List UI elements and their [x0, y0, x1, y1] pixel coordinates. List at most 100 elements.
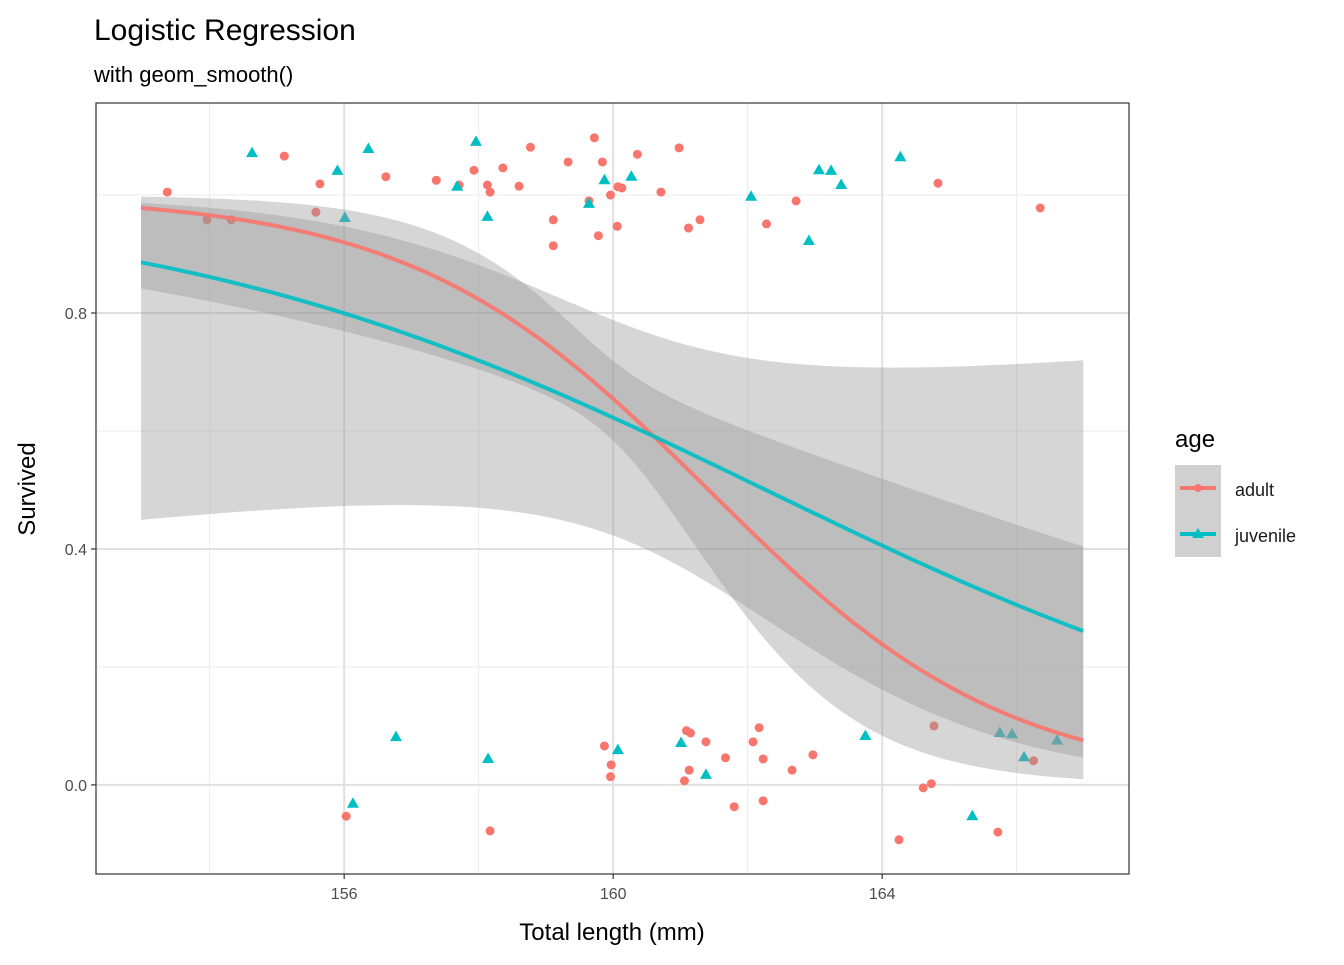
data-point-adult [758, 796, 768, 806]
data-point-juvenile [469, 135, 482, 146]
data-point-adult [683, 223, 693, 233]
data-point-adult [593, 231, 603, 241]
data-point-juvenile [966, 809, 979, 821]
data-point-adult [597, 157, 607, 167]
data-point-adult [656, 187, 666, 197]
data-point-juvenile [745, 190, 758, 201]
confidence-ribbon-adult [141, 196, 1084, 780]
data-point-adult [918, 783, 928, 793]
data-point-adult [808, 750, 818, 760]
data-point-adult [612, 221, 622, 231]
fit-line-adult [140, 205, 1084, 743]
data-point-juvenile [802, 234, 815, 246]
data-point-juvenile [481, 210, 494, 221]
x-axis-title: Total length (mm) [519, 919, 704, 946]
data-point-adult [754, 723, 764, 733]
data-point-adult [791, 196, 801, 206]
legend-label-juvenile: juvenile [1234, 526, 1296, 546]
data-point-adult [469, 165, 479, 175]
data-point-adult [929, 721, 939, 731]
data-point-juvenile [1018, 750, 1031, 762]
fit-line-juvenile [140, 260, 1084, 633]
legend: age adult juvenile [1175, 426, 1296, 557]
data-point-juvenile [699, 768, 712, 779]
data-point-juvenile [362, 142, 375, 154]
data-point-adult [617, 183, 627, 193]
data-point-adult [485, 826, 495, 836]
data-point-juvenile [812, 163, 825, 175]
data-point-adult [605, 772, 615, 782]
y-axis-title: Survived [14, 442, 41, 535]
data-point-juvenile [338, 211, 351, 223]
data-point-adult [605, 190, 615, 200]
legend-label-adult: adult [1235, 480, 1274, 500]
chart-subtitle: with geom_smooth() [93, 62, 293, 87]
data-point-juvenile [346, 797, 359, 808]
data-point-adult [514, 181, 524, 191]
x-tick-label: 160 [600, 886, 627, 903]
data-point-adult [729, 802, 739, 812]
data-point-adult [599, 741, 609, 751]
data-point-adult [686, 728, 696, 738]
data-point-adult [926, 779, 936, 789]
data-point-adult [431, 175, 441, 185]
data-point-adult [548, 241, 558, 251]
data-point-adult [315, 179, 325, 189]
data-point-adult [548, 215, 558, 225]
data-point-adult [162, 187, 172, 197]
data-point-adult [679, 776, 689, 786]
data-point-juvenile [1051, 734, 1064, 745]
data-point-adult [311, 207, 321, 217]
legend-key-juvenile-marker [1192, 528, 1204, 538]
data-point-juvenile [675, 736, 688, 748]
data-point-adult [787, 765, 797, 775]
y-tick-label: 0.4 [65, 542, 87, 559]
axes: 156 160 164 0.0 0.4 0.8 [65, 306, 896, 903]
data-point-adult [482, 180, 492, 190]
data-point-juvenile [331, 164, 344, 175]
data-point-adult [563, 157, 573, 167]
data-point-adult [695, 215, 705, 225]
data-point-adult [684, 765, 694, 775]
data-point-juvenile [246, 146, 259, 158]
data-point-adult [758, 754, 768, 764]
data-point-juvenile [582, 197, 595, 208]
data-point-adult [606, 760, 616, 770]
data-point-adult [993, 827, 1003, 837]
data-point-juvenile [894, 150, 907, 162]
y-tick-label: 0.8 [65, 306, 87, 323]
x-tick-label: 156 [331, 886, 358, 903]
plot-panel [95, 102, 1130, 875]
data-point-juvenile [598, 173, 611, 185]
data-point-adult [748, 737, 758, 747]
data-point-adult [674, 143, 684, 153]
data-point-adult [762, 219, 772, 229]
data-point-adult [1029, 756, 1039, 766]
data-point-adult [720, 753, 730, 763]
data-point-adult [202, 215, 212, 225]
data-point-adult [381, 172, 391, 182]
data-point-juvenile [993, 726, 1006, 738]
data-point-juvenile [611, 743, 624, 755]
x-tick-label: 164 [869, 886, 896, 903]
data-point-adult [894, 835, 904, 845]
data-point-juvenile [859, 729, 872, 740]
data-point-juvenile [625, 170, 638, 181]
panel-border [95, 102, 1130, 875]
data-point-juvenile [389, 730, 402, 742]
data-point-juvenile [451, 180, 464, 191]
data-point-adult [485, 187, 495, 197]
data-point-adult [701, 737, 711, 747]
data-point-juvenile [482, 752, 495, 763]
data-point-juvenile [835, 178, 848, 189]
data-point-adult [279, 151, 289, 161]
data-point-adult [933, 178, 943, 188]
legend-key-adult-marker [1194, 484, 1202, 492]
legend-title: age [1175, 426, 1215, 453]
data-point-juvenile [825, 164, 838, 175]
y-tick-label: 0.0 [65, 778, 87, 795]
data-point-adult [632, 149, 642, 159]
data-point-adult [1035, 203, 1045, 213]
data-point-adult [498, 163, 508, 173]
data-point-juvenile [1005, 727, 1018, 739]
